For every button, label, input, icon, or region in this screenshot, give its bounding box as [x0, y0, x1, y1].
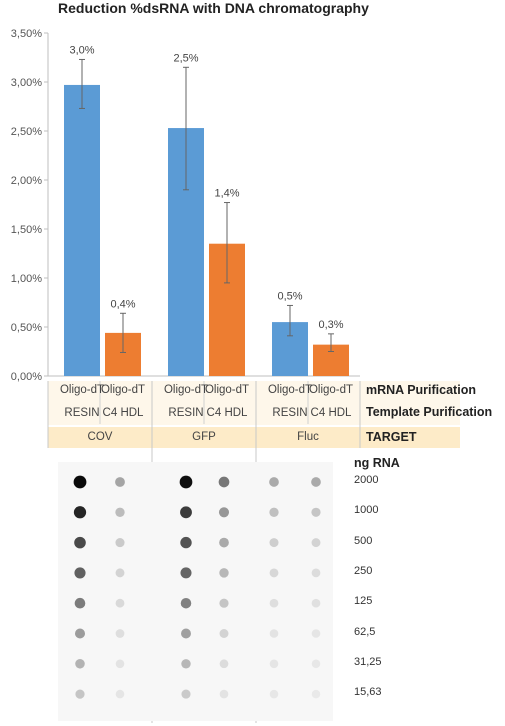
- bar: [64, 84, 100, 376]
- target-cell: Fluc: [297, 431, 319, 443]
- y-tick-label: 1,00%: [11, 273, 42, 285]
- blot-dot: [115, 477, 125, 487]
- blot-dot: [75, 628, 85, 639]
- blot-dot: [269, 598, 279, 608]
- data-label: 3,0%: [69, 44, 94, 56]
- rna-amount-label: 1000: [354, 504, 379, 517]
- blot-dot: [180, 567, 192, 579]
- blot-dot: [115, 507, 125, 517]
- mrna-purification-cell: Oligo-dT: [267, 384, 313, 396]
- blot-dot: [311, 598, 321, 608]
- y-tick-label: 1,50%: [11, 224, 42, 236]
- template-purification-cell: C4 HDL: [102, 407, 144, 419]
- blot-dot: [269, 568, 279, 578]
- blot-dot: [73, 475, 87, 489]
- blot-dot: [269, 538, 279, 548]
- rna-amount-label: 15,63: [354, 686, 382, 699]
- template-purification-cell: C4 HDL: [310, 407, 352, 419]
- blot-dot: [181, 689, 191, 699]
- blot-dot: [219, 689, 229, 699]
- chart-title: Reduction %dsRNA with DNA chromatography: [58, 0, 369, 16]
- blot-dot: [269, 659, 279, 669]
- ng-rna-label: ng RNA: [354, 456, 400, 470]
- blot-dot: [269, 629, 279, 638]
- mrna-purification-cell: Oligo-dT: [100, 384, 146, 396]
- blot-dot: [219, 629, 229, 638]
- template-purification-cell: RESIN: [272, 407, 308, 419]
- blot-dot: [181, 659, 191, 669]
- rna-amount-label: 2000: [354, 474, 379, 486]
- blot-dot: [311, 568, 321, 578]
- mrna-purification-cell: Oligo-dT: [308, 384, 354, 396]
- rna-amount-label: 62,5: [354, 625, 376, 638]
- template-purification-cell: RESIN: [64, 407, 100, 419]
- data-label: 0,5%: [277, 290, 302, 302]
- y-tick-label: 3,00%: [11, 77, 42, 89]
- blot-dot: [115, 629, 125, 638]
- data-label: 0,3%: [318, 319, 343, 331]
- y-tick-label: 0,00%: [11, 371, 42, 383]
- purification-rows-bg: [48, 381, 460, 425]
- blot-dot: [180, 597, 192, 609]
- blot-dot: [74, 567, 86, 579]
- blot-dot: [219, 537, 229, 548]
- blot-dot: [219, 659, 229, 669]
- rna-amount-label: 31,25: [354, 655, 382, 668]
- template-purification-cell: C4 HDL: [206, 407, 248, 419]
- y-tick-label: 3,50%: [11, 28, 42, 40]
- blot-dot: [311, 477, 321, 487]
- target-row-bg: [48, 427, 460, 448]
- blot-dot: [269, 689, 279, 699]
- blot-dot: [311, 507, 321, 517]
- blot-dot: [269, 507, 279, 517]
- blot-dot: [180, 536, 192, 549]
- y-tick-label: 2,50%: [11, 126, 42, 138]
- target-cell: GFP: [192, 431, 216, 443]
- dot-blot-image: [58, 462, 333, 721]
- data-label: 0,4%: [110, 298, 135, 310]
- blot-dot: [311, 538, 321, 548]
- target-label: TARGET: [366, 430, 417, 444]
- template-purification-label: Template Purification: [366, 405, 493, 419]
- blot-dot: [74, 597, 86, 609]
- mrna-purification-cell: Oligo-dT: [204, 384, 250, 396]
- target-cell: COV: [87, 431, 113, 443]
- category-table-background: [47, 381, 460, 723]
- rna-amount-label: 250: [354, 564, 373, 577]
- blot-dot: [115, 659, 125, 669]
- blot-dot: [181, 628, 191, 639]
- blot-dot: [115, 568, 125, 578]
- y-tick-label: 0,50%: [11, 322, 42, 334]
- blot-dot: [218, 476, 230, 488]
- blot-dot: [180, 506, 192, 519]
- blot-dot: [269, 477, 279, 487]
- blot-dot: [179, 475, 193, 489]
- blot-dot: [311, 689, 321, 699]
- y-tick-label: 2,00%: [11, 175, 42, 187]
- data-label: 2,5%: [173, 52, 198, 64]
- rna-amount-label: 125: [354, 595, 373, 608]
- y-axis: 0,00% 0,50% 1,00% 1,50% 2,00% 2,50% 3,00% 3,50%: [11, 28, 360, 383]
- rna-amount-label: 500: [354, 534, 373, 547]
- mrna-purification-cell: Oligo-dT: [163, 384, 209, 396]
- mrna-purification-label: mRNA Purification: [366, 383, 476, 397]
- blot-dot: [218, 507, 230, 518]
- blot-dot: [311, 659, 321, 669]
- data-label: 1,4%: [214, 188, 239, 200]
- blot-dot: [115, 598, 125, 608]
- mrna-purification-cell: Oligo-dT: [59, 384, 105, 396]
- blot-dot: [73, 506, 87, 519]
- template-purification-cell: RESIN: [168, 407, 204, 419]
- blot-dot: [75, 659, 85, 669]
- blot-dot: [311, 629, 321, 638]
- blot-dot: [75, 689, 85, 699]
- blot-dot: [219, 568, 229, 578]
- blot-dot: [115, 538, 125, 548]
- bars: 3,0% 0,4% 2,5% 1,4% 0,5% 0,3%: [64, 44, 349, 376]
- blot-dot: [219, 598, 229, 608]
- blot-dot: [115, 689, 125, 699]
- blot-dot: [74, 536, 86, 549]
